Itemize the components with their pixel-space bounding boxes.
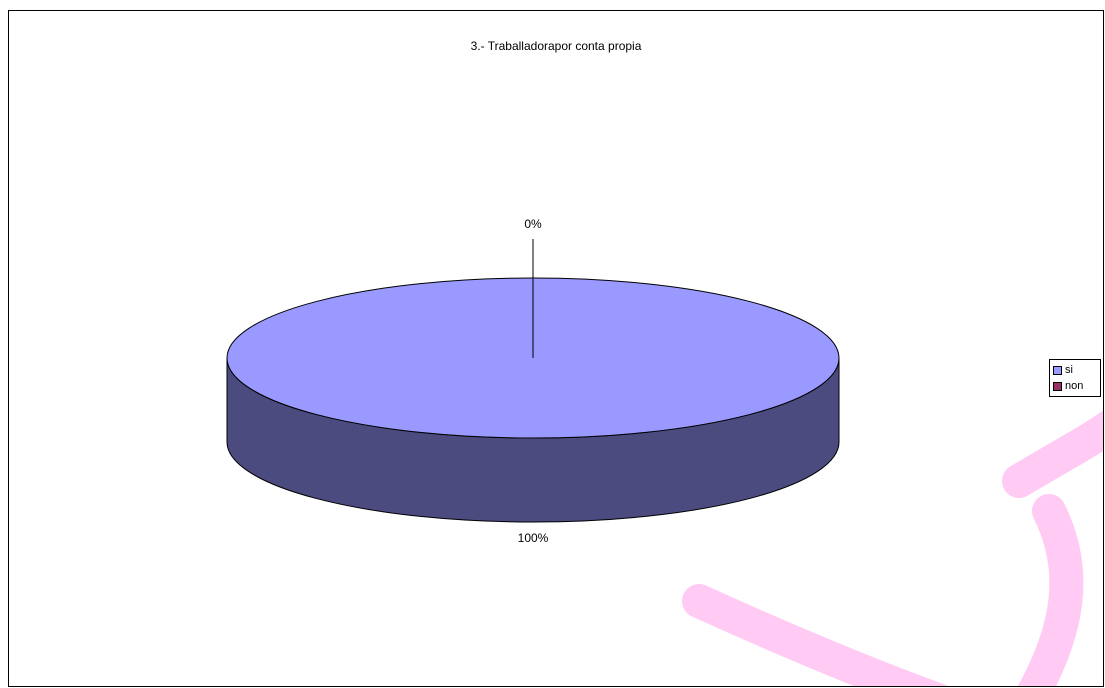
- watermark-decoration: [682, 410, 1103, 686]
- chart-plot: [226, 239, 1103, 686]
- legend-swatch-non: [1053, 381, 1062, 391]
- legend-item-si: si: [1053, 362, 1097, 378]
- legend: si non: [1049, 359, 1101, 397]
- legend-swatch-si: [1053, 365, 1062, 375]
- legend-item-non: non: [1053, 378, 1097, 394]
- legend-label-non: non: [1065, 380, 1084, 392]
- data-label-non: 0%: [524, 217, 542, 231]
- chart-title: 3.- Traballadorapor conta propia: [470, 39, 642, 53]
- chart-area: 3.- Traballadorapor conta propia 0% 100%…: [8, 10, 1104, 687]
- data-label-si: 100%: [517, 531, 549, 545]
- legend-label-si: si: [1065, 364, 1073, 376]
